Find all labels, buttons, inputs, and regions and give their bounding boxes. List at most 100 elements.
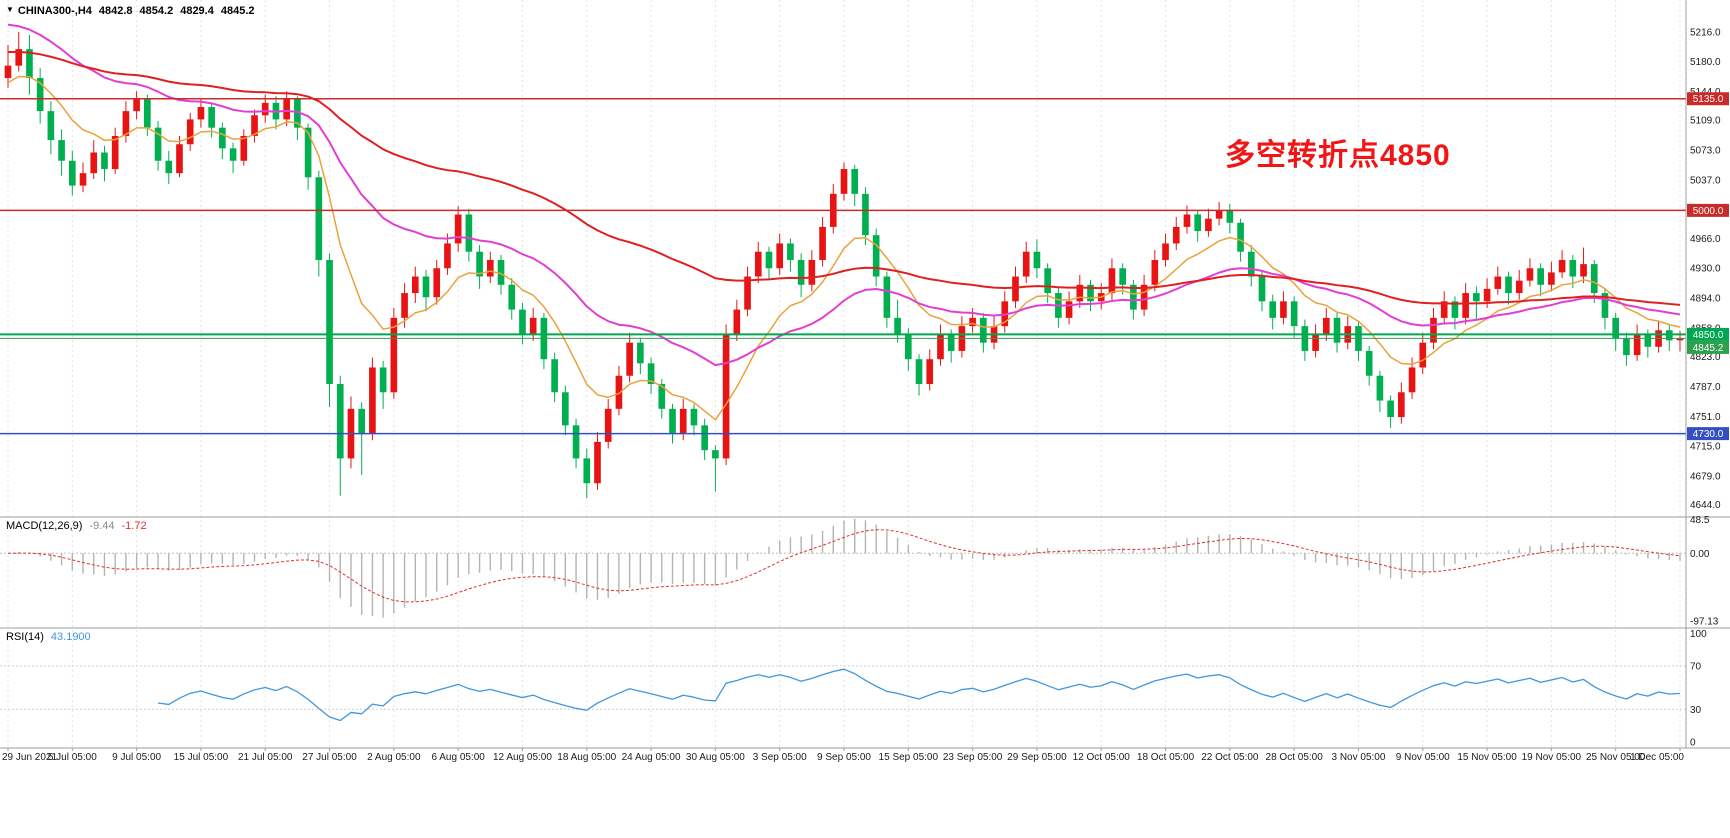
price-scale[interactable]: 5216.05180.05144.05109.05073.05037.05001… — [1686, 0, 1730, 748]
candle-body — [819, 226, 826, 260]
candle-body — [980, 317, 987, 343]
candle-body — [261, 102, 269, 116]
y-axis-label: 5109.0 — [1690, 116, 1721, 127]
macd-layer — [0, 518, 1686, 618]
symbol-dropdown-icon[interactable]: ▼ — [6, 5, 14, 14]
panel-separators — [0, 0, 1730, 749]
macd-hist-value: -9.44 — [89, 520, 115, 532]
candle-body — [1473, 293, 1480, 302]
y-axis-label: 5037.0 — [1690, 175, 1721, 186]
rsi-name: RSI(14) — [6, 631, 44, 643]
candle-body — [1387, 400, 1394, 418]
candle-body — [390, 317, 398, 393]
candle-body — [572, 425, 580, 459]
candle-body — [840, 169, 848, 194]
x-axis-label: 28 Oct 05:00 — [1266, 752, 1324, 763]
candle-body — [529, 317, 537, 335]
ohlc-low: 4829.4 — [180, 5, 214, 17]
x-axis-label: 29 Sep 05:00 — [1007, 752, 1067, 763]
candle-body — [1408, 367, 1416, 393]
x-axis-label: 24 Aug 05:00 — [622, 752, 681, 763]
candle-body — [594, 441, 601, 484]
candle-body — [797, 259, 805, 285]
candle-body — [1398, 392, 1405, 418]
candle-body — [1580, 264, 1587, 277]
candle-body — [111, 135, 119, 170]
y-axis-label: 5216.0 — [1690, 27, 1721, 38]
rsi-axis-label: 100 — [1690, 629, 1707, 640]
candle-body — [669, 408, 676, 434]
y-axis-label: 4715.0 — [1690, 442, 1721, 453]
macd-name: MACD(12,26,9) — [6, 520, 83, 532]
candle-body — [68, 160, 76, 186]
candle-body — [4, 65, 12, 79]
candle-body — [1419, 342, 1427, 368]
candle-body — [1676, 338, 1684, 341]
y-axis-label: 4930.0 — [1690, 264, 1721, 275]
candle-body — [411, 276, 419, 294]
candle-body — [1205, 218, 1212, 232]
candle-body — [604, 408, 612, 442]
y-axis-label: 4894.0 — [1690, 294, 1721, 305]
candle-body — [1633, 334, 1641, 356]
candle-body — [1280, 301, 1287, 318]
x-axis-label: 15 Sep 05:00 — [879, 752, 939, 763]
x-axis-label: 9 Jul 05:00 — [112, 752, 161, 763]
candle-body — [15, 49, 23, 66]
candle-body — [519, 309, 526, 335]
candle-body — [733, 309, 741, 335]
chart-header: ▼ CHINA300-,H4 4842.8 4854.2 4829.4 4845.2 — [6, 5, 255, 17]
candle-body — [1537, 268, 1544, 285]
y-axis-label: 5073.0 — [1690, 146, 1721, 157]
candle-body — [358, 408, 366, 434]
candle-body — [679, 408, 687, 434]
candle-body — [208, 107, 215, 128]
x-axis-label: 27 Jul 05:00 — [302, 752, 357, 763]
x-axis-label: 12 Oct 05:00 — [1073, 752, 1131, 763]
price-badge: 5000.0 — [1687, 203, 1729, 217]
x-axis-label: 2 Aug 05:00 — [367, 752, 421, 763]
svg-text:5000.0: 5000.0 — [1693, 206, 1724, 217]
candle-body — [369, 367, 376, 434]
rsi-layer — [0, 665, 1686, 722]
candle-body — [26, 49, 33, 79]
candle-body — [229, 148, 237, 161]
candle-body — [165, 160, 173, 174]
candle-body — [1644, 334, 1652, 347]
candle-body — [1247, 251, 1255, 277]
candle-body — [701, 425, 708, 451]
macd-axis-label: 48.5 — [1690, 515, 1710, 526]
candle-body — [1623, 338, 1630, 356]
candle-body — [615, 375, 623, 409]
y-axis-label: 4787.0 — [1690, 382, 1721, 393]
candle-body — [872, 235, 880, 277]
chart-annotation-text: 多空转折点4850 — [1225, 139, 1451, 172]
ohlc-high: 4854.2 — [139, 5, 174, 17]
candle-body — [315, 177, 323, 260]
macd-signal-value: -1.72 — [121, 520, 147, 532]
candle-body — [1322, 317, 1330, 335]
candle-body — [486, 259, 494, 277]
candles-layer — [4, 31, 1684, 499]
candle-body — [1494, 276, 1502, 289]
candle-body — [1258, 276, 1266, 302]
candle-body — [251, 115, 258, 136]
candle-body — [583, 458, 591, 484]
candle-body — [712, 450, 719, 459]
x-axis-label: 30 Aug 05:00 — [686, 752, 745, 763]
candle-body — [197, 107, 205, 120]
candle-body — [379, 367, 387, 393]
candle-body — [1226, 210, 1234, 223]
rsi-axis-label: 0 — [1690, 737, 1696, 748]
candle-body — [690, 408, 698, 426]
candle-body — [1044, 268, 1051, 294]
candle-body — [1215, 210, 1223, 219]
svg-text:5135.0: 5135.0 — [1693, 94, 1724, 105]
candle-body — [937, 334, 944, 360]
candle-body — [444, 243, 451, 269]
candle-body — [154, 127, 162, 161]
price-badge: 4845.2 — [1687, 340, 1729, 354]
